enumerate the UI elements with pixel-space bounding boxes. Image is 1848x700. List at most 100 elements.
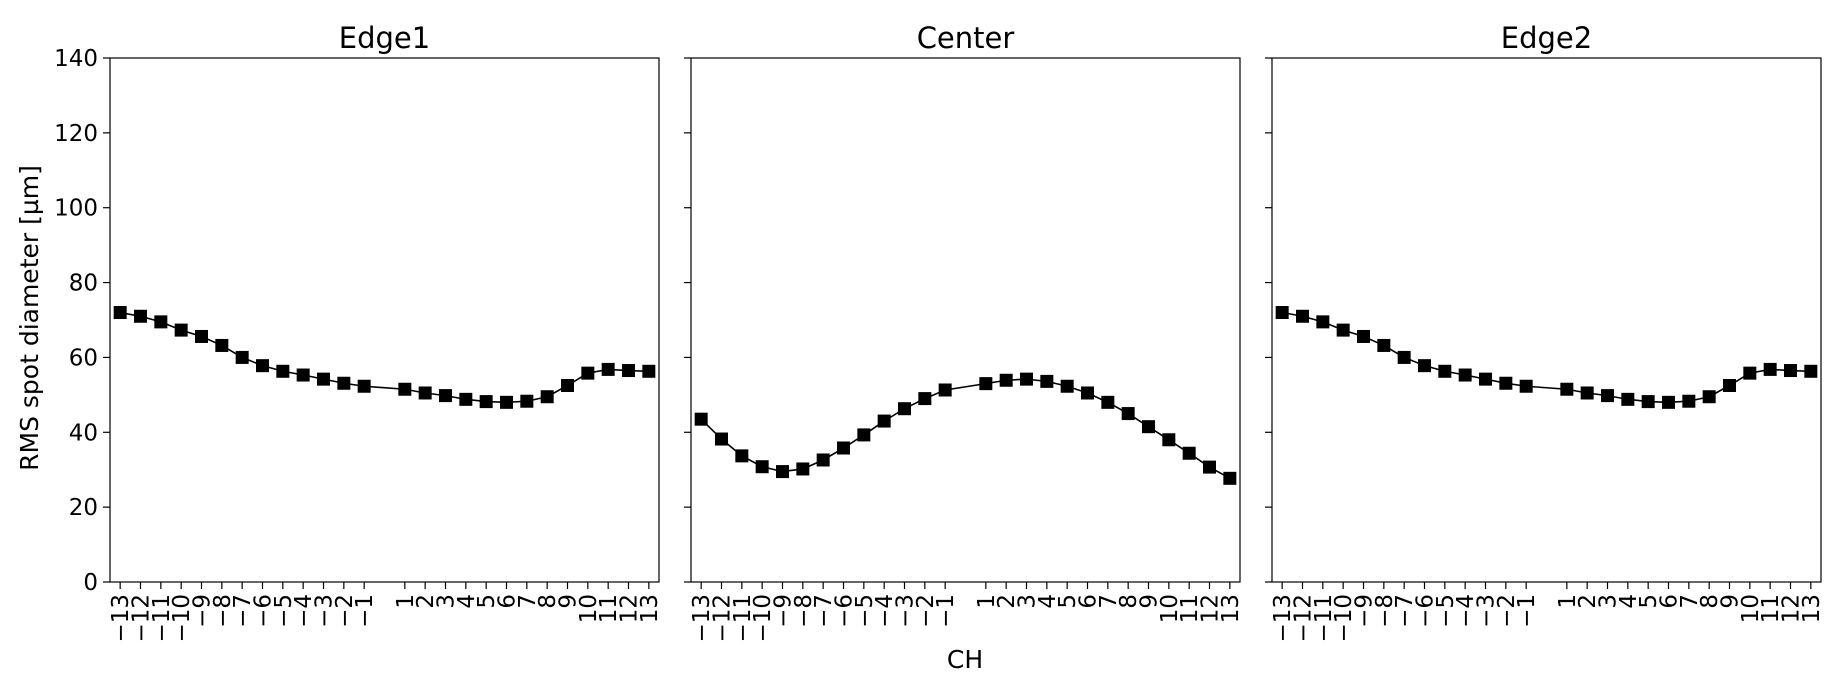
data-point	[877, 414, 891, 428]
x-tick-label: −11	[1311, 594, 1337, 643]
data-point	[479, 395, 493, 409]
data-point	[1519, 379, 1533, 393]
data-point	[1357, 329, 1370, 343]
data-point	[235, 350, 249, 364]
x-tick-label: 3	[434, 594, 460, 609]
data-point	[1499, 376, 1513, 390]
x-tick-label: −12	[710, 594, 736, 643]
data-point	[938, 383, 952, 397]
data-point	[1763, 362, 1777, 376]
data-point	[857, 428, 871, 442]
data-point	[561, 379, 574, 392]
data-point	[174, 323, 188, 337]
x-tick-label: −5	[852, 594, 878, 628]
x-tick-label: 13	[637, 594, 663, 623]
data-point	[1702, 390, 1716, 404]
chart-title: Edge1	[339, 21, 430, 55]
data-point	[1662, 395, 1675, 409]
data-point	[500, 395, 513, 409]
x-tick-label: −13	[689, 594, 715, 643]
data-point	[1560, 382, 1574, 396]
x-tick-label: 11	[1177, 594, 1203, 623]
data-point	[601, 362, 615, 376]
data-point	[1479, 372, 1492, 386]
x-tick-label: −7	[230, 594, 256, 628]
x-tick-label: 12	[1198, 594, 1224, 623]
x-tick-label: −13	[108, 594, 134, 643]
x-tick-label: 12	[617, 594, 643, 623]
y-tick-label: 100	[54, 196, 98, 222]
y-tick-label: 0	[83, 570, 98, 596]
data-point	[1804, 364, 1818, 378]
x-tick-label: −8	[210, 594, 236, 628]
data-point	[540, 390, 554, 404]
x-tick-label: 1	[1555, 594, 1581, 609]
plot-frame	[690, 57, 1241, 583]
x-tick-label: 8	[1697, 594, 1723, 609]
x-tick-label: 9	[1137, 594, 1163, 609]
data-point	[113, 306, 127, 320]
x-tick-label: 12	[1779, 594, 1805, 623]
x-tick-label: −10	[1331, 594, 1357, 643]
data-point	[1418, 359, 1431, 373]
data-point	[1040, 374, 1054, 388]
x-tick-label: 11	[596, 594, 622, 623]
x-tick-label: 4	[1035, 594, 1061, 609]
data-point	[1162, 433, 1176, 447]
x-tick-label: −2	[913, 594, 939, 628]
data-point	[642, 364, 656, 378]
data-point	[622, 364, 635, 378]
data-point	[999, 373, 1013, 387]
x-tick-label: −6	[1413, 594, 1439, 628]
data-point	[1275, 306, 1289, 320]
data-point	[439, 389, 452, 403]
data-point	[735, 449, 749, 463]
data-point	[276, 364, 290, 378]
x-tick-label: 10	[576, 594, 602, 623]
data-point	[134, 309, 147, 323]
x-tick-label: 8	[1116, 594, 1142, 609]
data-point	[1060, 379, 1074, 393]
data-point	[418, 386, 432, 400]
x-tick-label: −13	[1270, 594, 1296, 643]
x-tick-label: 2	[1575, 594, 1601, 609]
data-point	[154, 315, 168, 329]
data-point	[1601, 389, 1614, 403]
x-tick-label: 1	[974, 594, 1000, 609]
data-point	[1121, 407, 1135, 421]
data-point	[1101, 395, 1115, 409]
data-point	[195, 329, 208, 343]
data-point	[1580, 386, 1594, 400]
x-tick-label: −4	[291, 594, 317, 628]
data-point	[1641, 395, 1655, 409]
x-tick-label: −8	[791, 594, 817, 628]
x-tick-label: −10	[750, 594, 776, 643]
data-point	[776, 465, 789, 479]
x-tick-label: 6	[1657, 594, 1683, 609]
x-tick-label: −2	[1494, 594, 1520, 628]
data-point	[581, 366, 595, 380]
x-tick-label: −6	[251, 594, 277, 628]
data-point	[1743, 366, 1757, 380]
x-tick-label: −1	[933, 594, 959, 628]
x-tick-label: −7	[1392, 594, 1418, 628]
x-tick-label: 2	[994, 594, 1020, 609]
chart-panel: Edge1020406080100120140−13−12−11−10−9−8−…	[54, 21, 663, 643]
data-point	[1142, 420, 1155, 434]
data-point	[837, 441, 850, 455]
x-tick-label: 5	[1055, 594, 1081, 609]
data-point	[1377, 338, 1391, 352]
data-point	[1081, 386, 1094, 400]
x-tick-label: 10	[1738, 594, 1764, 623]
x-tick-label: −12	[129, 594, 155, 643]
data-point	[1723, 379, 1736, 392]
y-tick-label: 40	[69, 420, 98, 446]
x-tick-label: 5	[1636, 594, 1662, 609]
data-point	[755, 460, 769, 474]
data-point	[398, 382, 412, 396]
panels: Edge1020406080100120140−13−12−11−10−9−8−…	[54, 21, 1825, 643]
data-point	[1223, 471, 1237, 485]
x-tick-label: 5	[474, 594, 500, 609]
x-tick-label: −2	[332, 594, 358, 628]
data-point	[296, 368, 310, 382]
